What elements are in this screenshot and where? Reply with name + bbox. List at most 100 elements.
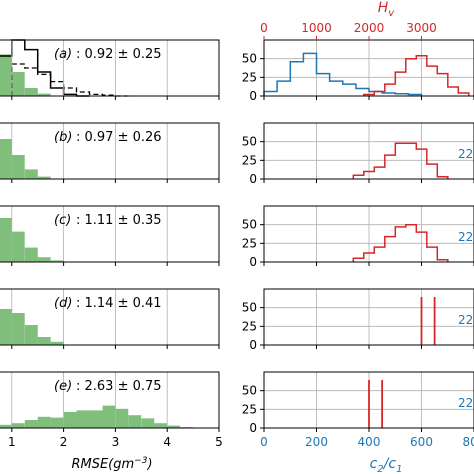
rmse-bar [37,257,51,262]
param-y-tick-label: 25 [242,402,257,416]
rmse-bar [37,337,51,345]
rmse-bar [89,410,103,428]
rmse-panel-a: (a) : 0.92 ± 0.25 [0,39,220,100]
rmse-bar [11,155,25,179]
rmse-panel-stat: : 2.63 ± 0.75 [76,379,162,394]
rmse-bar [11,313,25,345]
rmse-bar [37,93,51,96]
rmse-bar [141,418,155,428]
rmse-bar [24,325,38,345]
rmse-panel-c: (c) : 1.11 ± 0.35 [0,205,220,266]
param-y-tick-label: 50 [242,218,257,232]
rmse-panel-letter: (e) [54,379,72,394]
bottom-right-axis-label-a: c [370,456,378,472]
parameter-histogram-column: 0 25 50 22 0 25 50 22 0 25 50 22 0 25 50 22 0 25 50 0 1000 20… [242,21,474,449]
rmse-bar [76,410,90,428]
param-panel-d: 22 0 25 50 [242,288,474,352]
rmse-panel-frame [0,288,220,346]
param-y-tick-label: 0 [249,255,257,269]
rmse-bar [11,231,25,262]
rmse-panel-stat: : 1.11 ± 0.35 [76,213,162,228]
rmse-bar [50,341,64,345]
rmse-panel-frame [0,39,220,97]
clipped-annotation: 22 [458,147,473,161]
bottom-right-axis-label-b-sub: 1 [396,464,402,474]
top-axis-label-sub: v [388,8,395,19]
param-y-tick-label: 50 [242,135,257,149]
rmse-bar [63,412,77,428]
rmse-panel-letter: (c) [54,213,71,228]
rmse-tick-label: 5 [215,435,223,449]
rmse-tick-label: 2 [60,435,68,449]
rmse-bar [154,423,168,428]
hv-top-tick-label: 2000 [354,21,385,35]
bottom-left-axis-label-main: RMSE(gm [71,457,134,472]
param-y-tick-label: 0 [249,89,257,103]
bottom-right-axis-label-a-sub: 2 [377,464,383,474]
param-y-tick-label: 50 [242,52,257,66]
hv-top-tick-label: 1000 [301,21,332,35]
rmse-panel-letter: (d) [54,296,72,311]
rmse-bar [0,54,12,96]
clipped-annotation: 22 [458,313,473,327]
rmse-bar [37,176,51,179]
rmse-bar [50,417,64,428]
rmse-panel-frame [0,371,220,429]
c-ratio-bottom-tick-label: 800 [463,435,474,449]
bottom-right-axis-label-slash: / [382,456,390,472]
rmse-panel-letter: (b) [54,130,72,145]
param-y-tick-label: 0 [249,338,257,352]
param-y-tick-label: 25 [242,319,257,333]
c-ratio-histogram [263,52,423,96]
bottom-right-axis-label-b: c [388,456,396,472]
param-y-tick-label: 0 [249,172,257,186]
rmse-bar [167,425,181,428]
rmse-bar [0,218,12,262]
rmse-panel-stat: : 0.92 ± 0.25 [76,47,162,62]
clipped-annotation: 22 [458,396,473,410]
c-ratio-bottom-tick-label: 400 [358,435,381,449]
rmse-panel-stat: : 1.14 ± 0.41 [76,296,162,311]
rmse-panel-stat: : 0.97 ± 0.26 [76,130,162,145]
rmse-panel-frame [0,205,220,263]
rmse-bar [102,405,116,428]
param-y-tick-label: 25 [242,236,257,250]
bottom-left-axis-label-sup: −3 [134,456,148,466]
hv-top-tick-label: 3000 [406,21,437,35]
rmse-panel-e: (e) : 2.63 ± 0.75 [0,371,220,432]
rmse-bar [0,424,12,428]
rmse-bar [37,416,51,428]
param-y-tick-label: 50 [242,384,257,398]
c-ratio-bottom-tick-label: 200 [305,435,328,449]
c-ratio-bottom-tick-label: 0 [260,435,268,449]
rmse-bar [24,88,38,96]
rmse-panel-frame [0,122,220,180]
rmse-bar [0,309,12,345]
hv-histogram [352,142,449,179]
rmse-bar [24,247,38,262]
rmse-panel-b: (b) : 0.97 ± 0.26 [0,122,220,183]
param-y-tick-label: 25 [242,153,257,167]
hv-histogram [363,54,470,96]
bottom-left-axis-label: RMSE(gm−3) [71,456,152,472]
bottom-right-axis-label: c2/c1 [370,456,403,474]
param-y-tick-label: 50 [242,301,257,315]
rmse-panel-d: (d) : 1.14 ± 0.41 [0,288,220,349]
param-panel-b: 22 0 25 50 [242,122,474,186]
bottom-left-axis-label-close: ) [146,457,152,472]
rmse-bar [50,260,64,262]
rmse-bar [128,415,142,428]
rmse-bar [0,139,12,179]
rmse-tick-label: 3 [112,435,120,449]
rmse-tick-label: 1 [8,435,16,449]
top-axis-label-main: H [378,0,389,16]
param-y-tick-label: 0 [249,421,257,435]
hv-histogram [352,223,449,262]
rmse-bar [11,72,25,96]
clipped-annotation: 22 [458,230,473,244]
rmse-panel-letter: (a) [54,47,72,62]
rmse-histogram-column: (a) : 0.92 ± 0.25 (b) : 0.97 ± 0.26 (c) : 1.1… [0,39,223,449]
param-y-tick-label: 25 [242,70,257,84]
param-panel-c: 22 0 25 50 [242,205,474,269]
